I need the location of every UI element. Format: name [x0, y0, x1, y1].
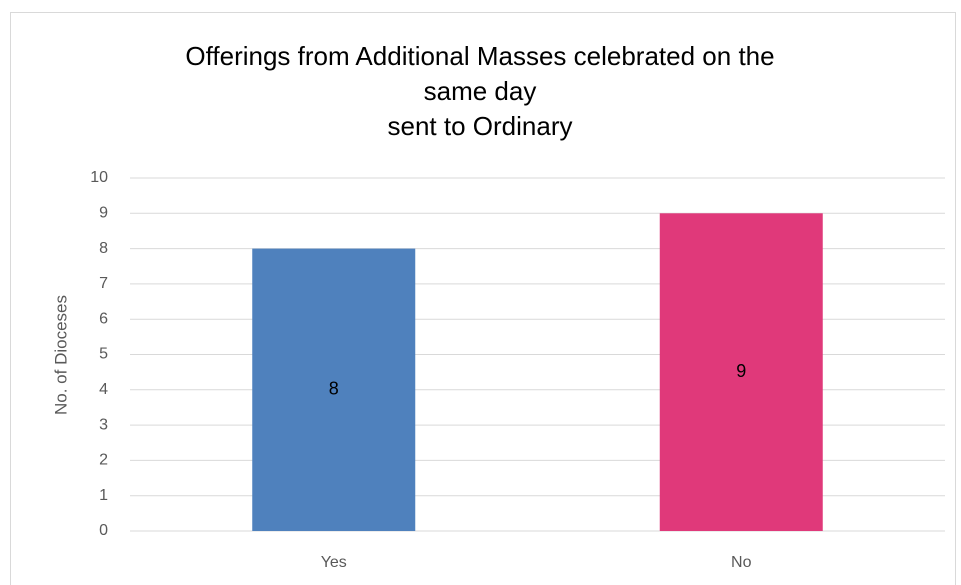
data-label: 8	[329, 379, 339, 399]
y-tick-label: 5	[99, 346, 108, 363]
data-label: 9	[736, 361, 746, 381]
y-tick-label: 7	[99, 275, 108, 292]
chart-title: same day	[424, 76, 537, 106]
y-axis-label: No. of Dioceses	[51, 295, 70, 415]
bar	[252, 248, 416, 531]
chart-title: Offerings from Additional Masses celebra…	[185, 41, 774, 71]
y-tick-label: 2	[99, 452, 108, 469]
y-tick-label: 8	[99, 240, 108, 257]
chart-title: sent to Ordinary	[388, 111, 573, 141]
x-tick-label: No	[731, 554, 752, 571]
y-tick-label: 9	[99, 205, 108, 222]
y-tick-label: 3	[99, 416, 108, 433]
x-tick-label: Yes	[321, 554, 347, 571]
bar	[659, 213, 823, 532]
y-tick-label: 4	[99, 381, 108, 398]
y-tick-label: 6	[99, 310, 108, 327]
y-tick-label: 1	[99, 487, 108, 504]
y-tick-label: 0	[99, 522, 108, 539]
y-tick-label: 10	[90, 169, 108, 186]
